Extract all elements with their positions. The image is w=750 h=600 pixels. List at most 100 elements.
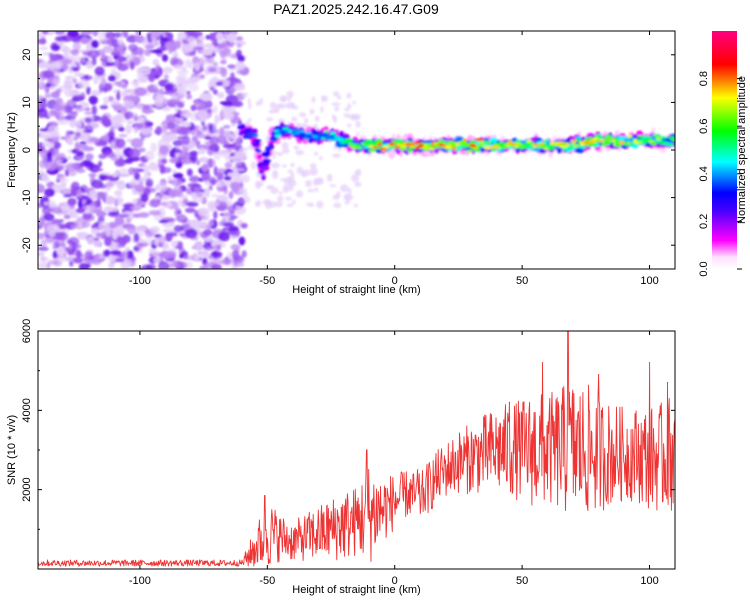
- noise-blob: [218, 127, 225, 136]
- noise-blob: [130, 156, 140, 162]
- noise-blob: [142, 187, 151, 195]
- noise-blob: [182, 135, 190, 145]
- noise-blob: [38, 62, 51, 69]
- noise-blob: [158, 219, 169, 224]
- noise-blob: [221, 151, 230, 159]
- noise-blob: [134, 184, 145, 193]
- noise-blob: [92, 209, 101, 214]
- noise-blob: [201, 247, 215, 252]
- noise-blob: [248, 102, 252, 110]
- signal-blob: [261, 174, 266, 181]
- signal-blob: [257, 163, 263, 166]
- noise-blob: [286, 90, 294, 99]
- signal-blob: [355, 143, 361, 148]
- noise-blob: [286, 203, 294, 208]
- noise-blob: [301, 169, 311, 177]
- noise-blob: [192, 46, 205, 51]
- signal-blob: [568, 145, 573, 149]
- noise-blob: [186, 168, 193, 177]
- noise-blob: [177, 69, 190, 76]
- noise-blob: [53, 141, 62, 149]
- noise-blob: [177, 241, 184, 250]
- noise-blob: [130, 81, 140, 85]
- noise-blob: [79, 37, 90, 44]
- noise-blob: [132, 213, 142, 218]
- signal-blob: [618, 140, 626, 145]
- noise-blob: [207, 47, 215, 51]
- noise-blob: [56, 118, 70, 125]
- noise-blob: [70, 50, 79, 56]
- noise-blob: [240, 222, 248, 229]
- noise-blob: [48, 62, 62, 71]
- noise-blob: [129, 184, 137, 189]
- noise-blob: [265, 117, 274, 122]
- noise-blob: [115, 138, 126, 149]
- noise-blob: [340, 184, 349, 193]
- noise-blob: [174, 207, 182, 218]
- noise-blob: [38, 246, 49, 252]
- noise-blob: [154, 93, 166, 104]
- noise-blob: [123, 95, 137, 100]
- noise-blob: [168, 263, 181, 268]
- noise-blob: [112, 230, 118, 240]
- noise-blob: [272, 152, 276, 160]
- noise-blob: [130, 138, 144, 149]
- signal-blob: [255, 149, 262, 153]
- noise-blob: [186, 36, 197, 43]
- noise-blob: [210, 181, 216, 186]
- snr-line: [38, 331, 675, 567]
- noise-blob: [274, 201, 284, 208]
- noise-blob: [169, 56, 179, 66]
- signal-blob: [570, 139, 577, 144]
- noise-blob: [38, 32, 43, 38]
- noise-blob: [89, 190, 98, 200]
- y-tick-label: 4000: [21, 398, 33, 422]
- noise-blob: [334, 106, 340, 112]
- y-tick-label: 0: [21, 147, 33, 153]
- noise-blob: [38, 261, 49, 269]
- noise-blob: [296, 123, 306, 129]
- signal-blob: [274, 133, 282, 138]
- noise-blob: [38, 94, 43, 101]
- noise-blob: [41, 97, 47, 103]
- noise-blob: [76, 249, 82, 259]
- signal-blob: [533, 143, 541, 147]
- noise-blob: [126, 261, 136, 268]
- noise-blob: [110, 115, 121, 126]
- noise-blob: [114, 58, 120, 68]
- noise-blob: [180, 194, 188, 200]
- noise-blob: [141, 128, 151, 135]
- noise-blob: [107, 55, 113, 63]
- noise-blob: [158, 182, 168, 192]
- noise-blob: [140, 264, 153, 269]
- signal-blob: [650, 141, 657, 146]
- noise-blob: [208, 55, 215, 65]
- noise-blob: [208, 179, 219, 183]
- noise-blob: [189, 74, 201, 83]
- noise-blob: [38, 82, 43, 88]
- noise-blob: [199, 251, 206, 258]
- noise-blob: [88, 173, 97, 178]
- signal-blob: [473, 146, 478, 150]
- noise-blob: [270, 187, 279, 194]
- signal-blob: [252, 141, 261, 148]
- x-tick-label: 50: [516, 275, 528, 287]
- noise-blob: [130, 61, 135, 70]
- noise-blob: [166, 121, 176, 130]
- noise-blob: [70, 187, 78, 197]
- signal-blob: [625, 136, 631, 141]
- noise-blob: [279, 95, 288, 102]
- noise-blob: [79, 144, 88, 149]
- noise-blob: [133, 122, 147, 131]
- noise-blob: [78, 198, 83, 209]
- noise-blob: [48, 182, 53, 190]
- noise-blob: [287, 97, 291, 102]
- noise-blob: [171, 159, 180, 164]
- noise-blob: [110, 51, 121, 57]
- noise-blob: [180, 158, 193, 165]
- noise-blob: [45, 161, 57, 171]
- noise-blob: [205, 35, 210, 40]
- noise-blob: [55, 179, 61, 183]
- noise-blob: [126, 35, 139, 43]
